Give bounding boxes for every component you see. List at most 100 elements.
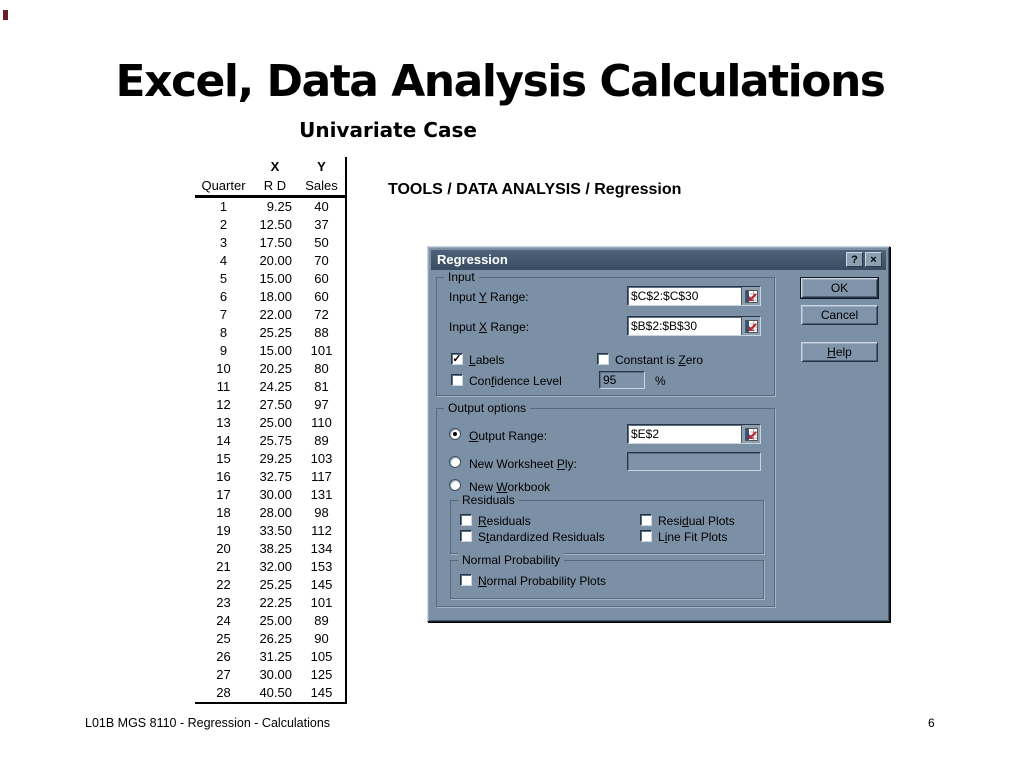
cell-sales: 60: [314, 289, 329, 304]
cell-rd: 29.25: [259, 451, 292, 466]
input-y-range-field[interactable]: [627, 286, 761, 306]
range-picker-button[interactable]: [741, 317, 760, 335]
confidence-level-checkbox[interactable]: [451, 374, 463, 386]
ok-button[interactable]: OK: [800, 277, 879, 299]
table-row: 11 24.25 81: [195, 378, 345, 396]
cell-sales: 81: [314, 379, 329, 394]
cancel-button[interactable]: Cancel: [801, 305, 878, 325]
cell-rd: 38.25: [259, 541, 292, 556]
residuals-checkbox[interactable]: [460, 514, 472, 526]
cell-quarter: 28: [216, 685, 231, 700]
cell-rd: 18.00: [259, 289, 292, 304]
cell-sales: 125: [310, 667, 333, 682]
table-row: 25 26.25 90: [195, 630, 345, 648]
cell-quarter: 9: [219, 343, 228, 358]
cell-rd: 12.50: [259, 217, 292, 232]
cell-rd: 20.25: [259, 361, 292, 376]
cell-rd: 33.50: [259, 523, 292, 538]
input-x-range-value[interactable]: [628, 317, 741, 335]
cell-sales: 88: [314, 325, 329, 340]
cell-quarter: 14: [216, 433, 231, 448]
new-workbook-radio[interactable]: [449, 479, 461, 491]
cell-quarter: 1: [219, 199, 228, 214]
close-icon[interactable]: ×: [865, 252, 882, 267]
output-range-radio[interactable]: [449, 428, 461, 440]
table-row: 2 12.50 37: [195, 216, 345, 234]
new-worksheet-field[interactable]: [627, 452, 761, 471]
cell-sales: 103: [310, 451, 333, 466]
output-range-field[interactable]: [627, 424, 761, 444]
dialog-help-button[interactable]: ?: [846, 252, 863, 267]
cell-quarter: 6: [219, 289, 228, 304]
output-range-value[interactable]: [628, 425, 741, 443]
header-sales: Sales: [305, 178, 338, 193]
cell-quarter: 17: [216, 487, 231, 502]
normal-probability-group: Normal Probability Normal Probability Pl…: [450, 553, 764, 599]
corner-artifact: [3, 10, 8, 20]
residual-plots-label: Residual Plots: [658, 514, 735, 528]
regression-dialog: Regression ? × Input Input Y Range:: [427, 246, 890, 622]
check-icon: ✓: [452, 353, 462, 365]
table-row: 13 25.00 110: [195, 414, 345, 432]
table-row: 19 33.50 112: [195, 522, 345, 540]
cell-rd: 40.50: [259, 685, 292, 700]
residuals-label: Residuals: [478, 514, 531, 528]
cell-sales: 37: [314, 217, 329, 232]
cell-rd: 25.00: [259, 415, 292, 430]
output-options-legend: Output options: [444, 401, 531, 415]
cell-quarter: 3: [219, 235, 228, 250]
standardized-residuals-checkbox[interactable]: [460, 530, 472, 542]
cell-rd: 22.25: [259, 595, 292, 610]
input-x-range-field[interactable]: [627, 316, 761, 336]
dialog-titlebar[interactable]: Regression ? ×: [431, 250, 886, 270]
table-row: 22 25.25 145: [195, 576, 345, 594]
input-group: Input Input Y Range: Input X Range:: [436, 270, 775, 396]
labels-checkbox[interactable]: ✓: [451, 353, 463, 365]
table-row: 24 25.00 89: [195, 612, 345, 630]
range-picker-button[interactable]: [741, 287, 760, 305]
cell-rd: 15.00: [259, 343, 292, 358]
help-button[interactable]: Help: [801, 342, 878, 362]
confidence-level-value[interactable]: [600, 372, 644, 388]
normal-probability-legend: Normal Probability: [458, 553, 565, 567]
cell-rd: 31.25: [259, 649, 292, 664]
footer-text: L01B MGS 8110 - Regression - Calculation…: [85, 716, 331, 730]
confidence-level-field[interactable]: [599, 371, 645, 389]
cell-sales: 112: [311, 523, 332, 538]
percent-label: %: [655, 374, 666, 388]
table-row: 7 22.00 72: [195, 306, 345, 324]
range-picker-button[interactable]: [741, 425, 760, 443]
question-icon: ?: [851, 254, 858, 266]
table-header-row: Quarter R D Sales: [195, 177, 345, 198]
table-row: 1 9.25 40: [195, 198, 345, 216]
cell-quarter: 8: [219, 325, 228, 340]
cell-rd: 24.25: [259, 379, 292, 394]
labels-label: Labels: [469, 353, 505, 367]
cell-sales: 134: [310, 541, 333, 556]
group-header-y: Y: [317, 159, 326, 174]
cell-quarter: 23: [216, 595, 231, 610]
table-row: 4 20.00 70: [195, 252, 345, 270]
constant-zero-checkbox[interactable]: [597, 353, 609, 365]
normal-probability-plots-checkbox[interactable]: [460, 574, 472, 586]
cell-sales: 72: [314, 307, 329, 322]
table-row: 26 31.25 105: [195, 648, 345, 666]
line-fit-plots-checkbox[interactable]: [640, 530, 652, 542]
table-row: 16 32.75 117: [195, 468, 345, 486]
cell-sales: 98: [314, 505, 329, 520]
table-row: 14 25.75 89: [195, 432, 345, 450]
output-range-label: Output Range:: [469, 429, 548, 443]
cell-sales: 117: [311, 469, 332, 484]
page-subtitle: Univariate Case: [299, 118, 477, 142]
residual-plots-checkbox[interactable]: [640, 514, 652, 526]
cell-rd: 32.75: [259, 469, 292, 484]
table-row: 17 30.00 131: [195, 486, 345, 504]
cell-quarter: 26: [216, 649, 231, 664]
table-row: 10 20.25 80: [195, 360, 345, 378]
cell-rd: 20.00: [259, 253, 292, 268]
new-worksheet-value[interactable]: [628, 453, 760, 470]
cell-sales: 40: [314, 199, 329, 214]
input-y-range-value[interactable]: [628, 287, 741, 305]
new-worksheet-radio[interactable]: [449, 456, 461, 468]
